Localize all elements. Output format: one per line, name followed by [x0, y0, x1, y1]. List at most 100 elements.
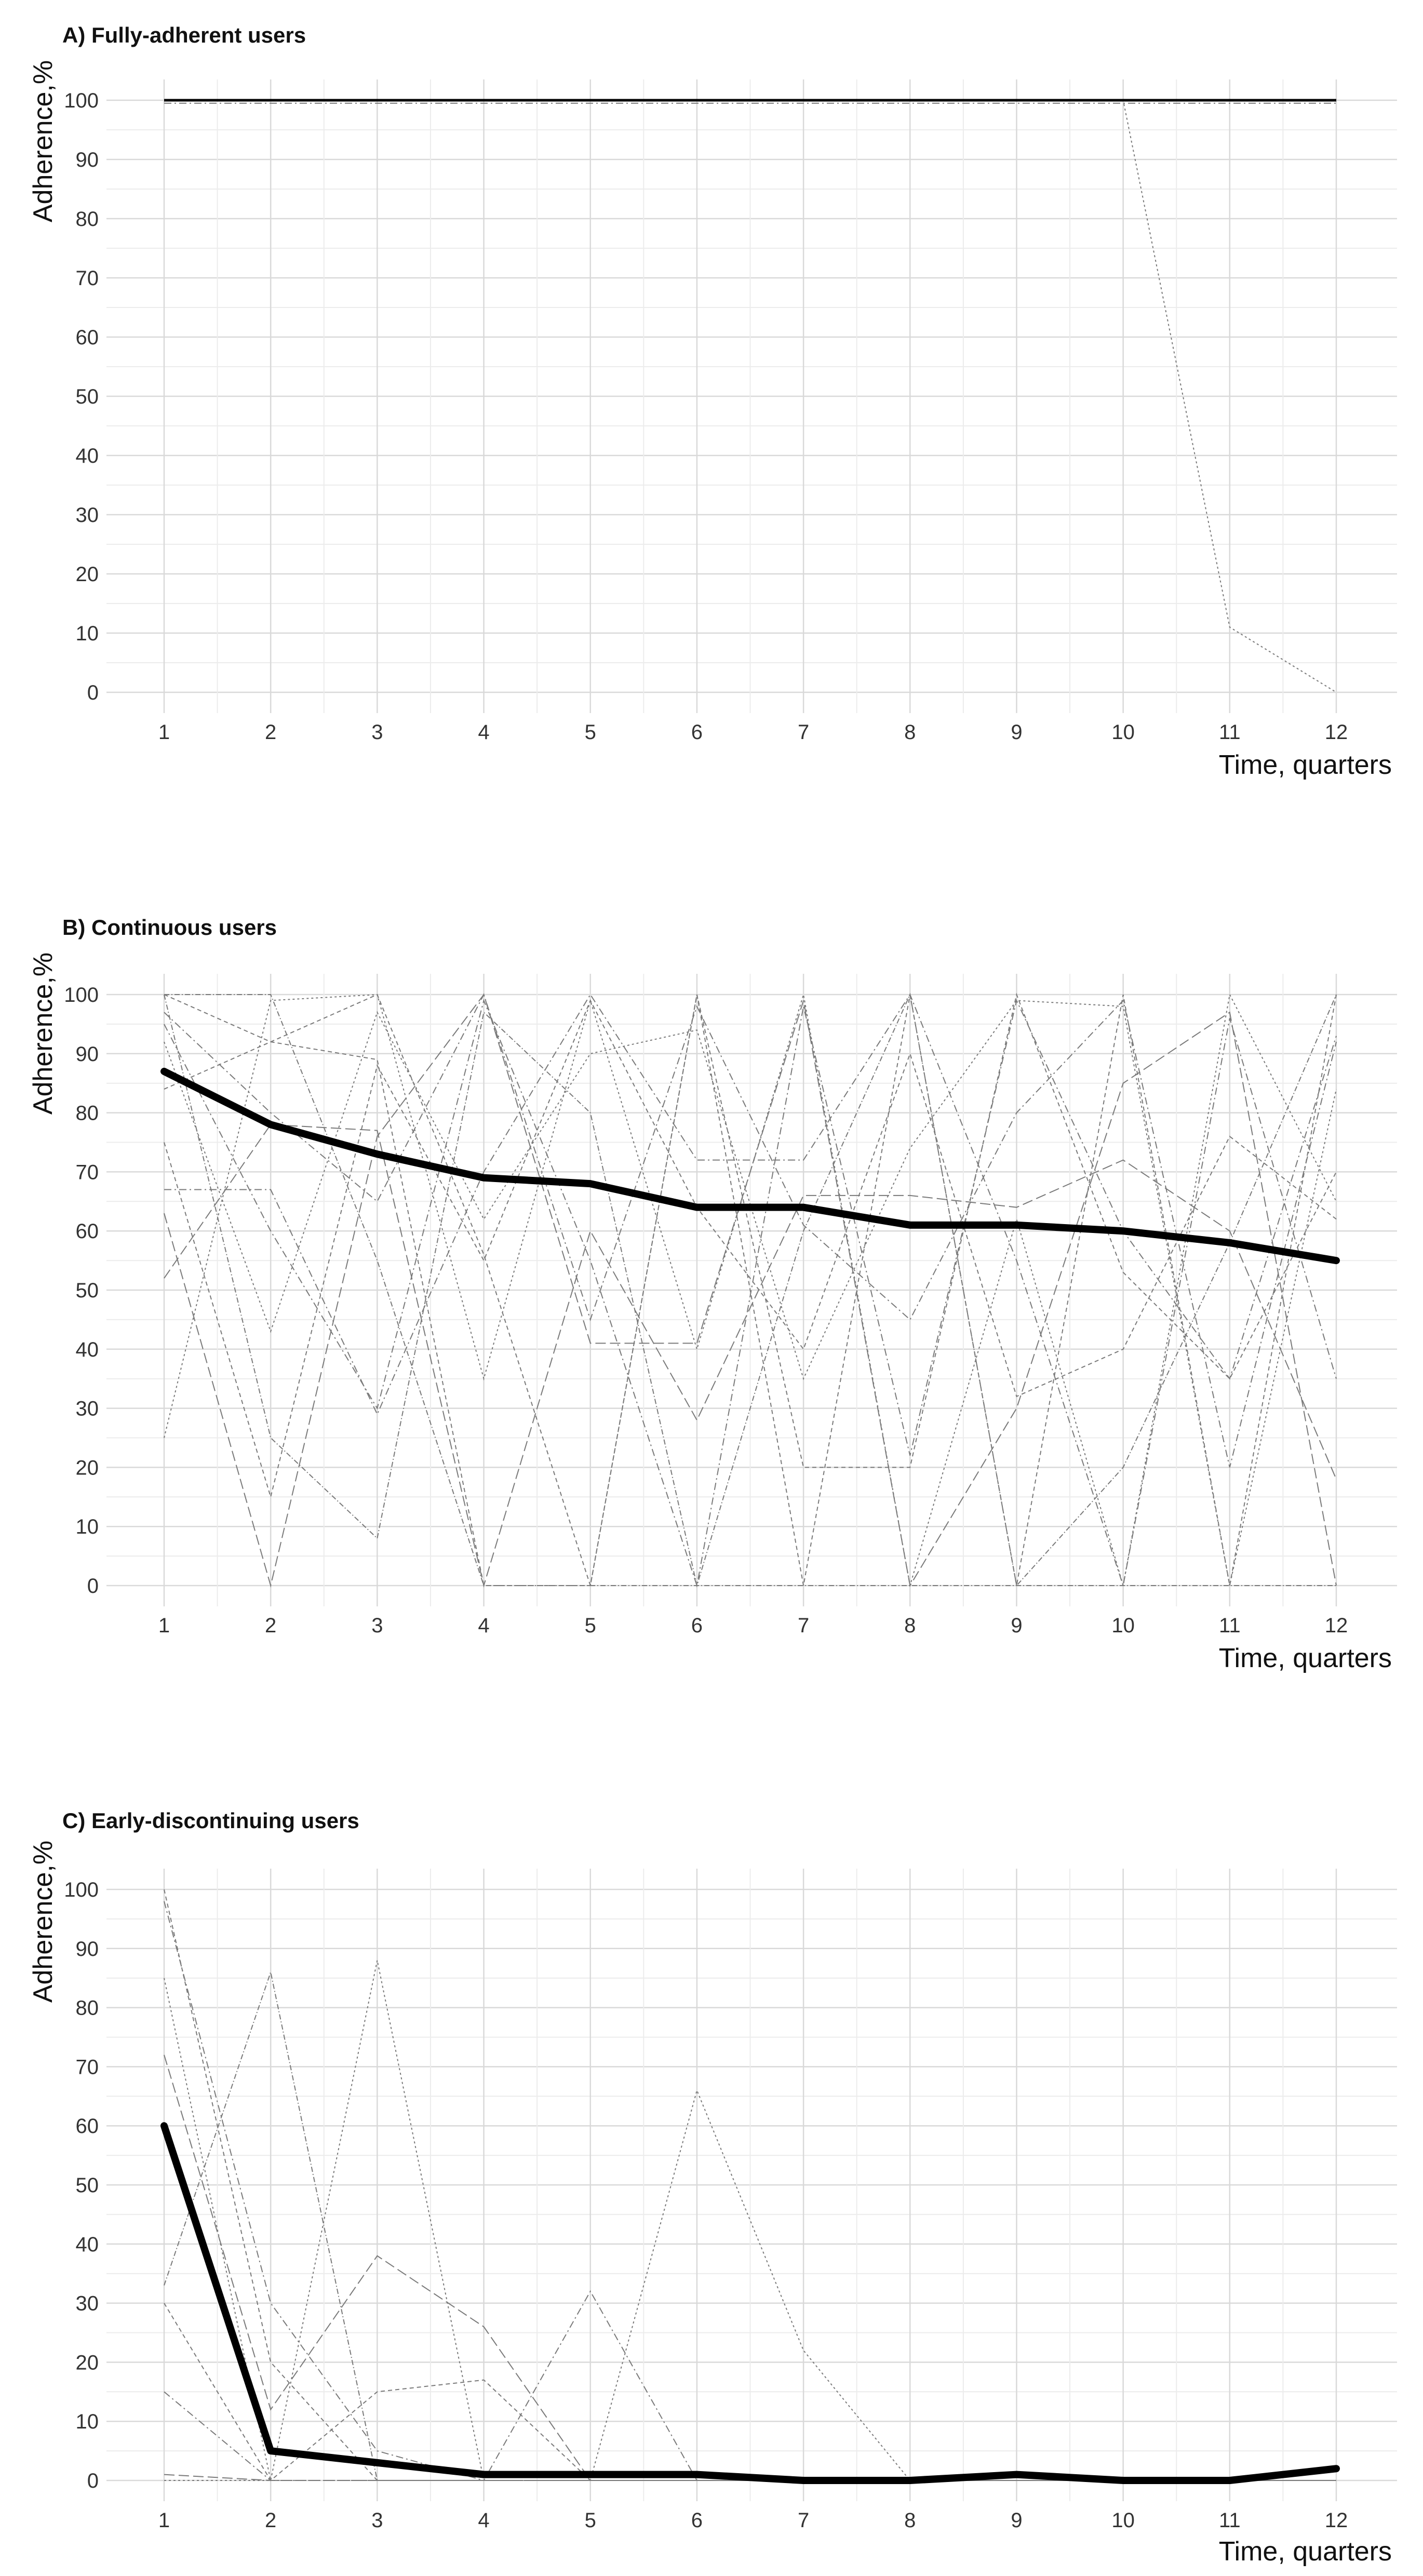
panel-c-x-tick-label: 10 — [1111, 2509, 1135, 2532]
panel-b-series — [160, 992, 1340, 1588]
panel-c-y-axis-label: Adherence,% — [28, 1841, 58, 2003]
panel-a-y-tick-label: 0 — [87, 681, 99, 704]
panel-c-x-tick-label: 5 — [585, 2509, 596, 2532]
panel-a-series — [164, 99, 1337, 693]
panel-c-mean-line — [160, 2122, 1340, 2484]
panel-b-trajectory-user-6 — [164, 992, 1337, 1586]
panel-a-y-tick-label: 60 — [76, 326, 99, 349]
panel-c-x-tick-label: 3 — [371, 2509, 383, 2532]
panel-b-x-ticks: 1 2 3 4 5 6 7 8 9 10 11 12 — [158, 1614, 1348, 1637]
panel-b-trajectory-user-10 — [164, 994, 1336, 1586]
panel-b-title: B) Continuous users — [62, 915, 277, 940]
panel-c-y-tick-label: 80 — [76, 1997, 99, 2020]
panel-b-trajectory-user-9 — [164, 1124, 1337, 1588]
panel-a-x-tick-label: 5 — [585, 721, 596, 744]
panel-a-y-ticks: 0 10 20 30 40 50 60 70 80 90 100 — [64, 89, 99, 704]
panel-b-y-tick-label: 10 — [76, 1515, 99, 1538]
panel-b-y-tick-label: 0 — [87, 1575, 99, 1598]
panel-c-series — [160, 1889, 1340, 2484]
panel-c-x-ticks: 1 2 3 4 5 6 7 8 9 10 11 12 — [158, 2509, 1348, 2532]
panel-c-y-tick-label: 0 — [87, 2470, 99, 2492]
panel-b-x-tick-label: 8 — [904, 1614, 916, 1637]
panel-b-trajectory-user-1 — [164, 994, 1337, 1586]
panel-a-x-tick-label: 3 — [371, 721, 383, 744]
panel-b-x-tick-label: 4 — [478, 1614, 489, 1637]
panel-b-trajectory-user-4 — [164, 993, 1337, 1588]
panel-b-y-tick-label: 60 — [76, 1220, 99, 1243]
panel-c-grid — [106, 1869, 1397, 2501]
panel-c-x-tick-label: 2 — [265, 2509, 276, 2532]
panel-a-y-tick-label: 10 — [76, 622, 99, 645]
panel-c-y-tick-label: 30 — [76, 2292, 99, 2315]
panel-a-x-tick-label: 12 — [1325, 721, 1348, 744]
panel-a-title: A) Fully-adherent users — [62, 23, 306, 47]
panel-a-y-tick-label: 20 — [76, 563, 99, 586]
panel-a-x-tick-label: 7 — [798, 721, 809, 744]
panel-b-mean-line — [160, 1067, 1340, 1265]
panel-a-x-axis-label: Time, quarters — [1219, 750, 1392, 780]
panel-b-x-tick-label: 7 — [798, 1614, 809, 1637]
panel-b-y-tick-label: 20 — [76, 1456, 99, 1479]
panel-c-x-tick-label: 1 — [158, 2509, 170, 2532]
panel-a-y-tick-label: 40 — [76, 445, 99, 467]
panel-c-y-tick-label: 60 — [76, 2115, 99, 2138]
panel-c-y-ticks: 0 10 20 30 40 50 60 70 80 90 100 — [64, 1879, 99, 2492]
panel-a-x-ticks: 1 2 3 4 5 6 7 8 9 10 11 12 — [158, 721, 1348, 744]
panel-a-y-axis-label: Adherence,% — [28, 60, 58, 222]
panel-a-x-tick-label: 11 — [1219, 721, 1241, 744]
panel-b-y-tick-label: 100 — [64, 984, 99, 1007]
panel-a-x-tick-label: 9 — [1011, 721, 1022, 744]
panel-a-fully-adherent: A) Fully-adherent users Adherence,% 0 10 2… — [28, 23, 1397, 780]
panel-b-x-tick-label: 11 — [1219, 1614, 1241, 1637]
panel-c-y-tick-label: 70 — [76, 2056, 99, 2078]
panel-c-x-axis-label: Time, quarters — [1219, 2537, 1392, 2567]
panel-c-y-tick-label: 10 — [76, 2410, 99, 2433]
panel-b-y-tick-label: 40 — [76, 1338, 99, 1361]
panel-c-x-tick-label: 11 — [1219, 2509, 1241, 2532]
panel-b-x-tick-label: 10 — [1111, 1614, 1135, 1637]
panel-a-y-tick-label: 70 — [76, 267, 99, 290]
panel-c-y-tick-label: 100 — [64, 1879, 99, 1901]
panel-b-trajectory-user-5 — [164, 992, 1337, 1588]
panel-c-y-tick-label: 40 — [76, 2233, 99, 2256]
panel-b-y-axis-label: Adherence,% — [28, 952, 58, 1115]
panel-b-trajectory-user-11 — [164, 999, 1337, 1499]
panel-b-continuous: B) Continuous users Adherence,% 0 10 20 30 4… — [28, 915, 1397, 1673]
panel-b-x-tick-label: 3 — [371, 1614, 383, 1637]
panel-a-grid — [106, 79, 1397, 713]
panel-a-x-tick-label: 8 — [904, 721, 916, 744]
panel-c-y-tick-label: 90 — [76, 1938, 99, 1961]
panel-c-trajectory-user-4 — [164, 2055, 1336, 2481]
panel-b-y-tick-label: 90 — [76, 1043, 99, 1066]
panel-c-title: C) Early-discontinuing users — [62, 1808, 359, 1833]
panel-a-y-tick-label: 90 — [76, 149, 99, 171]
panel-b-x-tick-label: 12 — [1325, 1614, 1348, 1637]
panel-a-y-tick-label: 30 — [76, 504, 99, 527]
panel-c-y-tick-label: 50 — [76, 2174, 99, 2197]
panel-b-x-tick-label: 6 — [691, 1614, 703, 1637]
panel-b-y-tick-label: 50 — [76, 1279, 99, 1302]
panel-b-trajectory-user-7 — [164, 993, 1337, 1586]
panel-c-y-tick-label: 20 — [76, 2351, 99, 2374]
panel-a-x-tick-label: 2 — [265, 721, 276, 744]
panel-b-y-tick-label: 70 — [76, 1161, 99, 1184]
panel-b-trajectory-user-2 — [164, 999, 1337, 1586]
panel-c-early-discontinuing: C) Early-discontinuing users Adherence,%… — [28, 1808, 1397, 2567]
panel-b-grid — [106, 974, 1397, 1606]
panel-c-x-tick-label: 9 — [1011, 2509, 1022, 2532]
panel-a-y-tick-label: 100 — [64, 89, 99, 112]
panel-b-y-ticks: 0 10 20 30 40 50 60 70 80 90 100 — [64, 984, 99, 1598]
panel-c-x-tick-label: 6 — [691, 2509, 703, 2532]
panel-a-x-tick-label: 6 — [691, 721, 703, 744]
panel-a-x-tick-label: 1 — [158, 721, 170, 744]
panel-b-y-tick-label: 30 — [76, 1398, 99, 1420]
panel-b-x-tick-label: 5 — [585, 1614, 596, 1637]
panel-b-trajectory-user-12 — [164, 993, 1337, 1468]
panel-b-x-tick-label: 2 — [265, 1614, 276, 1637]
panel-a-y-tick-label: 50 — [76, 385, 99, 408]
panel-b-x-tick-label: 1 — [158, 1614, 170, 1637]
panel-a-y-tick-label: 80 — [76, 208, 99, 231]
panel-b-x-tick-label: 9 — [1011, 1614, 1022, 1637]
panel-c-x-tick-label: 8 — [904, 2509, 916, 2532]
